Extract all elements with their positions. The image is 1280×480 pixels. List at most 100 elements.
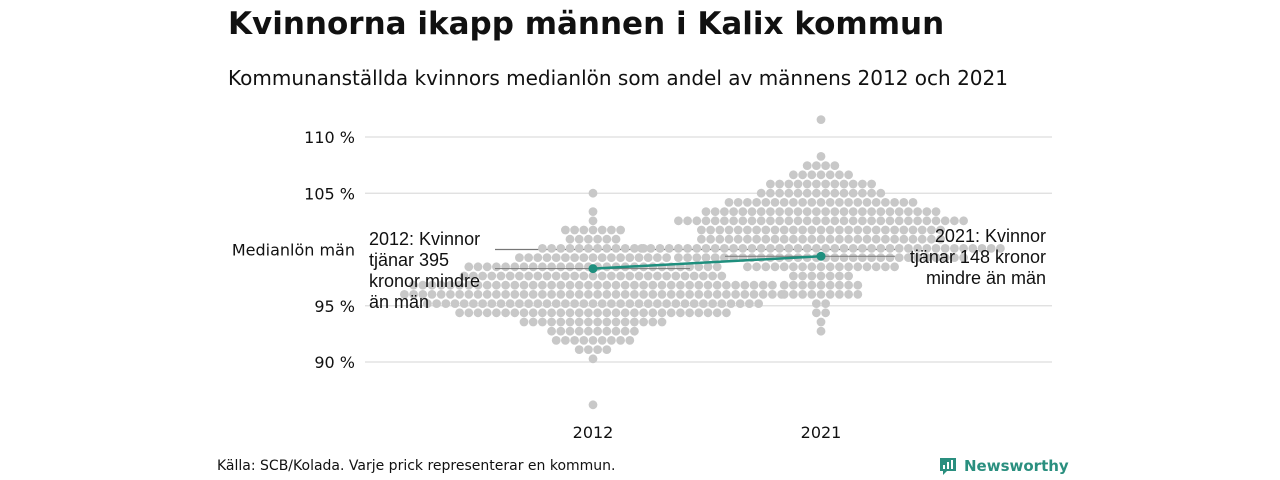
municipality-dot: [996, 244, 1005, 253]
municipality-dot: [844, 170, 853, 180]
municipality-dot: [871, 198, 881, 207]
municipality-dot: [747, 216, 757, 226]
municipality-dot: [697, 225, 706, 235]
municipality-dot: [602, 308, 612, 318]
municipality-dot: [657, 280, 667, 290]
municipality-dot: [685, 280, 694, 290]
municipality-dot: [784, 216, 794, 226]
source-note: Källa: SCB/Kolada. Varje prick represent…: [217, 458, 616, 474]
labels-layer: 90 % 95 % 105 % 110 % 2012 2021 Medianlön män 2…: [232, 128, 1046, 442]
municipality-dot: [807, 170, 817, 180]
municipality-dot: [798, 271, 807, 281]
municipality-dot: [630, 326, 639, 336]
municipality-dot: [720, 253, 729, 262]
municipality-dot: [747, 244, 757, 253]
municipality-dot: [648, 280, 658, 290]
chart-title: Kvinnorna ikapp männen i Kalix kommun: [228, 6, 945, 42]
highlight-point-2012: [588, 264, 598, 274]
municipality-dot: [607, 271, 616, 281]
municipality-dot: [779, 262, 789, 272]
municipality-dot: [620, 317, 630, 327]
municipality-dot: [455, 308, 464, 318]
municipality-dot: [779, 234, 789, 244]
municipality-dot: [821, 188, 830, 198]
municipality-dot: [706, 225, 715, 235]
municipality-dot: [766, 207, 775, 217]
municipality-dot: [648, 290, 658, 299]
municipality-dot: [683, 244, 692, 253]
municipality-dot: [848, 244, 858, 253]
municipality-dot: [871, 225, 881, 235]
municipality-dot: [630, 308, 639, 318]
municipality-dot: [816, 326, 826, 336]
municipality-dot: [789, 280, 798, 290]
municipality-dot: [816, 262, 826, 272]
municipality-dot: [607, 225, 616, 235]
municipality-dot: [676, 280, 685, 290]
municipality-dot: [409, 290, 418, 299]
municipality-dot: [469, 271, 478, 281]
municipality-dot: [584, 317, 593, 327]
municipality-dot: [712, 262, 722, 272]
municipality-dot: [701, 253, 711, 262]
municipality-dot: [588, 188, 598, 198]
municipality-dot: [766, 188, 775, 198]
municipality-dot: [551, 299, 561, 308]
municipality-dot: [853, 198, 863, 207]
municipality-dot: [699, 299, 708, 308]
municipality-dot: [450, 299, 460, 308]
municipality-dot: [904, 216, 913, 226]
municipality-dot: [616, 299, 625, 308]
municipality-dot: [593, 280, 602, 290]
municipality-dot: [634, 253, 644, 262]
municipality-dot: [501, 308, 510, 318]
municipality-dot: [950, 253, 959, 262]
municipality-dot: [899, 225, 909, 235]
municipality-dot: [890, 234, 899, 244]
municipality-dot: [602, 345, 612, 354]
municipality-dot: [625, 336, 635, 345]
municipality-dot: [821, 308, 830, 318]
municipality-dot: [936, 225, 945, 235]
municipality-dot: [427, 290, 437, 299]
municipality-dot: [473, 308, 483, 318]
municipality-dot: [853, 290, 863, 299]
municipality-dot: [473, 290, 483, 299]
municipality-dot: [556, 326, 566, 336]
municipality-dot: [584, 244, 593, 253]
municipality-dot: [556, 262, 566, 272]
municipality-dot: [959, 244, 968, 253]
municipality-dot: [611, 234, 621, 244]
municipality-dot: [574, 280, 584, 290]
municipality-dot: [524, 299, 533, 308]
municipality-dot: [715, 225, 725, 235]
municipality-dot: [756, 207, 766, 217]
municipality-dot: [821, 216, 830, 226]
brand[interactable]: Newsworthy: [938, 456, 1069, 476]
municipality-dot: [756, 188, 766, 198]
municipality-dot: [579, 271, 589, 281]
municipality-dot: [588, 299, 598, 308]
municipality-dot: [825, 225, 835, 235]
municipality-dot: [752, 225, 761, 235]
municipality-dot: [839, 244, 849, 253]
municipality-dot: [825, 280, 835, 290]
municipality-dot: [519, 280, 529, 290]
municipality-dot: [802, 207, 812, 217]
municipality-dot: [798, 198, 807, 207]
municipality-dot: [722, 290, 731, 299]
municipality-dot: [853, 280, 863, 290]
municipality-dot: [602, 317, 612, 327]
municipality-dot: [597, 253, 607, 262]
municipality-dot: [894, 244, 904, 253]
municipality-dot: [643, 271, 653, 281]
municipality-dot: [574, 345, 584, 354]
municipality-dot: [881, 225, 890, 235]
municipality-dot: [853, 225, 863, 235]
municipality-dot: [616, 336, 625, 345]
municipality-dot: [756, 244, 766, 253]
municipality-dot: [825, 290, 835, 299]
municipality-dot: [922, 253, 932, 262]
municipality-dot: [848, 253, 858, 262]
municipality-dot: [620, 290, 630, 299]
